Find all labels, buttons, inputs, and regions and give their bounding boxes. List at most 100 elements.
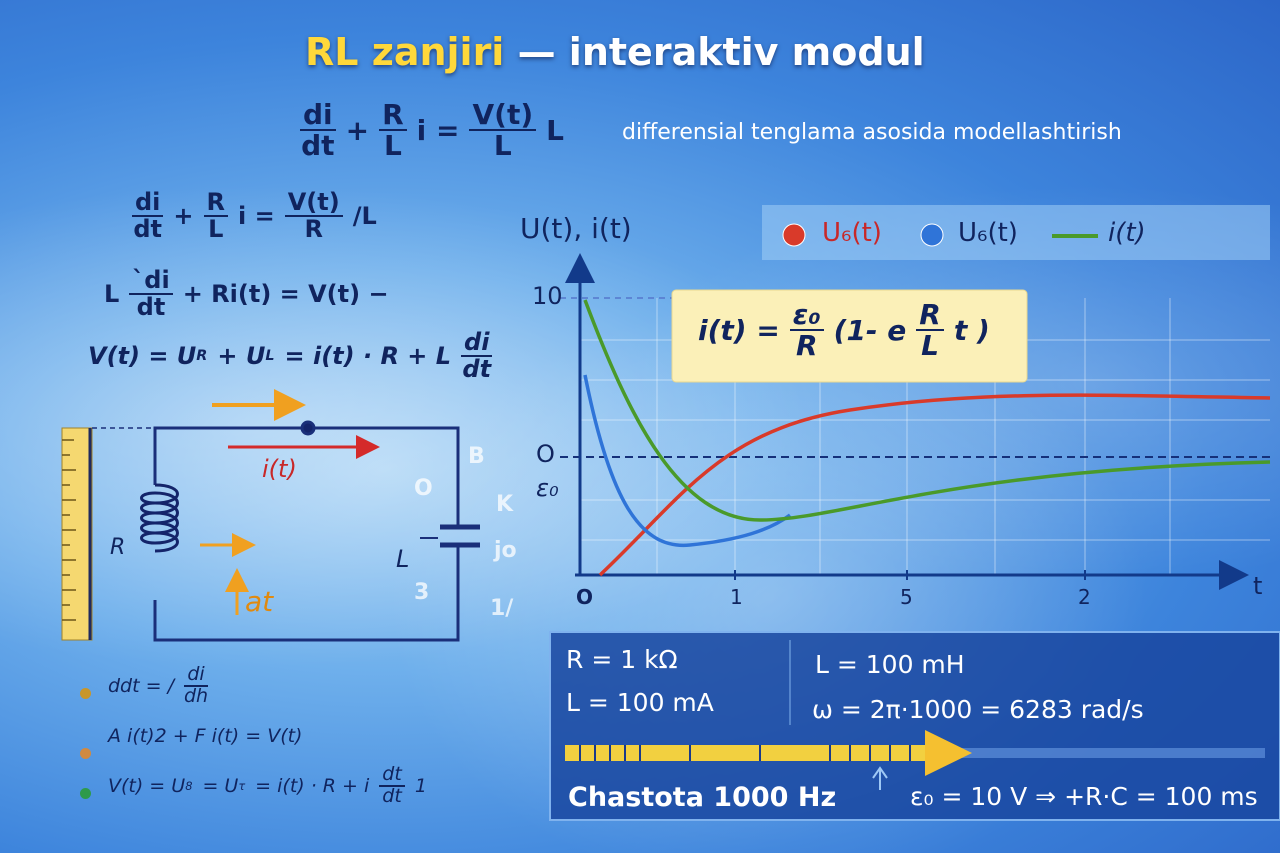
title: RL zanjiri — interaktiv modul [305, 30, 925, 74]
subscript: τ [238, 778, 246, 793]
numerator: V(t) [284, 189, 343, 218]
parameter-text: ω = 2π·1000 = 6283 rad/s [812, 695, 1144, 724]
denominator: L [493, 129, 512, 163]
math-text: (1- e [833, 313, 907, 347]
math-text: + [345, 113, 370, 147]
circuit [92, 389, 480, 642]
math-text: i = [238, 202, 275, 231]
x-tick-label: 5 [900, 585, 913, 609]
denominator: dt [136, 293, 166, 322]
fraction: ˋdi dt [129, 267, 173, 322]
math-text: i = [416, 113, 460, 147]
denominator: dt [382, 784, 402, 807]
faded-label: jo [494, 538, 517, 563]
math-text: + Ri(t) = V(t) − [182, 280, 389, 309]
curve [583, 374, 792, 548]
denominator: dt [301, 129, 335, 163]
legend-label: U₆(t) [958, 218, 1018, 248]
fraction: di dh [183, 664, 209, 707]
numerator: R [203, 189, 228, 218]
y-tick-label: ε₀ [536, 474, 559, 502]
equation: L ˋdi dt + Ri(t) = V(t) − [104, 267, 389, 322]
faded-label: O [414, 476, 433, 501]
legend-marker [782, 223, 806, 247]
math-text: + [173, 202, 194, 231]
math-text: 1 [414, 774, 427, 797]
numerator: di [132, 189, 164, 218]
fraction: V(t) L [469, 100, 537, 163]
parameter-text: ε₀ = 10 V ⇒ +R·C = 100 ms [910, 782, 1258, 811]
denominator: dt [462, 355, 492, 384]
math-text: t ) [953, 313, 990, 347]
bullet-text: A i(t)2 + F i(t) = V(t) [108, 725, 302, 747]
numerator: R [916, 300, 944, 332]
title-rest: — interaktiv modul [517, 30, 925, 74]
arrow-label: at [245, 585, 274, 618]
curve [583, 299, 1271, 522]
fraction: di dt [132, 189, 164, 244]
numerator: R [379, 100, 407, 132]
fraction: V(t) R [284, 189, 343, 244]
faded-label: 1/ [490, 596, 514, 621]
x-tick-label: 2 [1078, 585, 1091, 609]
bullet-dot [80, 688, 91, 699]
math-text: i(t) = [698, 313, 780, 347]
legend-label: U₆(t) [822, 218, 882, 248]
bullet-text: ddt = / di dh [108, 664, 209, 707]
parameter-panel [549, 631, 1280, 821]
coil-label: R [110, 535, 126, 560]
math-text: L [546, 113, 564, 147]
curves [583, 299, 1271, 577]
numerator: ˋdi [129, 267, 173, 296]
math-text: ddt = / [108, 674, 174, 697]
numerator: di [300, 100, 336, 132]
parameter-text: L = 100 mA [566, 688, 714, 717]
faded-label: K [496, 492, 514, 517]
math-text: L [104, 280, 120, 309]
faded-label: 3 [414, 580, 430, 605]
numerator: ε₀ [789, 300, 824, 332]
math-text: = i̇(t) · R + L [284, 342, 452, 371]
ruler [61, 427, 93, 641]
denominator: dh [183, 684, 209, 707]
capacitor-label: L [396, 545, 410, 573]
subscript: 8 [185, 778, 193, 793]
current-label: i(t) [262, 455, 297, 483]
denominator: dt [133, 215, 163, 244]
math-text: = i(t) · R + i [255, 774, 370, 797]
plot-frame [560, 205, 1270, 590]
math-text: + U [217, 342, 266, 371]
subtitle: differensial tenglama asosida modellasht… [622, 120, 1122, 145]
math-text: V(t) = U [88, 342, 197, 371]
x-axis-label: t [1253, 572, 1263, 600]
denominator: R [795, 329, 818, 363]
denominator: R [304, 215, 323, 244]
denominator: L [208, 215, 224, 244]
parameter-text: R = 1 kΩ [566, 645, 678, 674]
numerator: dt [379, 764, 405, 787]
y-tick-label: 10 [532, 282, 563, 310]
math-text: /L [352, 202, 377, 231]
math-text: V(t) = U [108, 774, 186, 797]
subscript: L [265, 348, 275, 365]
numerator: di [184, 664, 208, 687]
bullet-dot [80, 788, 91, 799]
x-tick-label: O [576, 585, 594, 609]
title-highlight: RL zanjiri [305, 30, 505, 74]
y-tick-label: O [536, 440, 555, 468]
equation: V(t) = U R + U L = i̇(t) · R + L di dt [88, 329, 493, 384]
legend-marker [920, 223, 944, 247]
numerator: di [461, 329, 493, 358]
y-axis-label: U(t), i(t) [520, 212, 632, 245]
parameter-text: Chastota 1000 Hz [568, 782, 837, 813]
bullet-dot [80, 748, 91, 759]
faded-label: B [468, 444, 485, 469]
subscript: R [196, 348, 208, 365]
parameter-text: L = 100 mH [815, 650, 965, 679]
math-text: = U [202, 774, 239, 797]
math-text: A i(t)2 + F i(t) = V(t) [108, 725, 303, 747]
